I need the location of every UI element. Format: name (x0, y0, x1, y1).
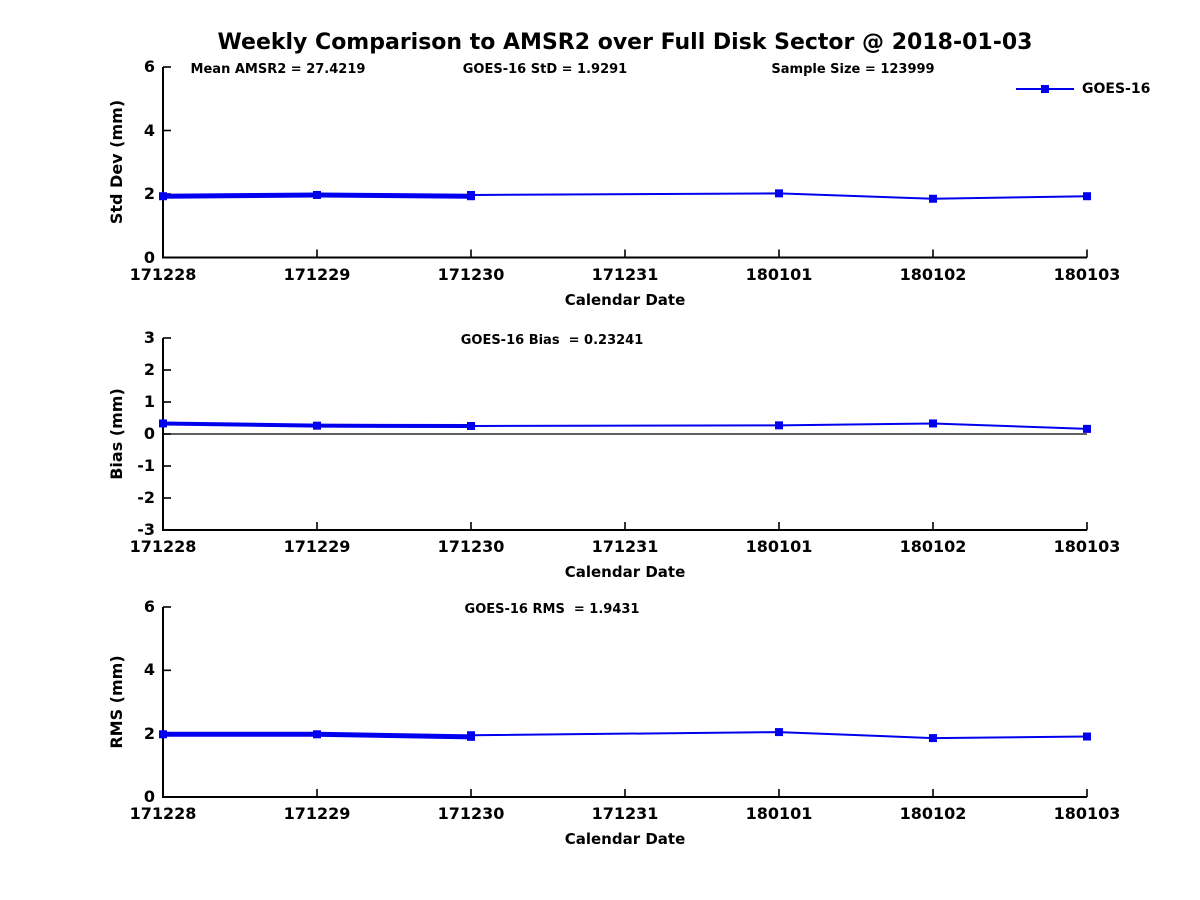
y-tick-label-2: 2 (143, 723, 155, 743)
x-tick-label-171228: 171228 (129, 804, 197, 823)
subplot-std-dev-axes (159, 66, 1091, 259)
x-tick-label-180103: 180103 (1053, 264, 1121, 284)
data-point-marker (1083, 732, 1091, 741)
data-point-marker (1083, 424, 1091, 433)
y-axis-label-bias: Bias (mm) (107, 388, 126, 480)
x-tick-label-180103: 180103 (1053, 537, 1121, 556)
data-point-marker (313, 421, 321, 430)
x-tick-label-171229: 171229 (283, 264, 351, 284)
x-axis-label-std-dev: Calendar Date (564, 290, 686, 309)
y-tick-label-0: 0 (143, 247, 155, 267)
y-tick-label-4: 4 (143, 120, 155, 140)
y-tick-label-4: 4 (143, 660, 155, 680)
x-tick-label-180101: 180101 (745, 264, 813, 284)
data-point-marker (467, 422, 475, 430)
x-tick-label-171230: 171230 (437, 804, 505, 823)
x-tick-label-171229: 171229 (283, 537, 351, 556)
subplot-std-dev-annotation-2: Sample Size = 123999 (771, 62, 935, 77)
subplot-std-dev-annotation-0: Mean AMSR2 = 27.4219 (190, 62, 366, 77)
y-tick-label--2: -2 (137, 488, 155, 507)
y-axis-label-rms: RMS (mm) (107, 655, 126, 749)
legend-marker-icon (1041, 85, 1049, 93)
data-point-marker (775, 421, 783, 430)
x-tick-label-171231: 171231 (591, 537, 659, 556)
x-tick-label-171231: 171231 (591, 804, 659, 823)
x-tick-label-171228: 171228 (129, 537, 197, 556)
x-tick-label-180101: 180101 (745, 804, 813, 823)
x-tick-label-180102: 180102 (899, 537, 967, 556)
data-point-marker (1083, 192, 1091, 201)
series-line (470, 422, 1088, 430)
data-point-marker (467, 190, 475, 199)
subplot-rms-axes (159, 606, 1091, 798)
y-tick-label-2: 2 (143, 184, 155, 203)
y-tick-label-2: 2 (143, 360, 155, 379)
subplot-bias-axes (159, 337, 1091, 531)
y-axis-label-std-dev: Std Dev (mm) (107, 100, 126, 225)
subplot-bias-annotation-0: GOES-16 Bias = 0.23241 (460, 333, 644, 348)
legend-label: GOES-16 (1082, 81, 1151, 97)
data-point-marker (775, 189, 783, 198)
x-tick-label-171230: 171230 (437, 537, 505, 556)
x-tick-label-171229: 171229 (283, 804, 351, 823)
y-tick-label-1: 1 (143, 392, 155, 411)
series-line (470, 192, 1088, 200)
data-point-marker (467, 731, 475, 740)
subplot-rms-annotation-0: GOES-16 RMS = 1.9431 (464, 602, 640, 617)
y-tick-label-3: 3 (143, 328, 155, 347)
y-tick-label-0: 0 (143, 787, 155, 806)
subplot-std-dev-annotation-1: GOES-16 StD = 1.9291 (462, 62, 628, 77)
x-axis-label-bias: Calendar Date (564, 563, 686, 581)
y-tick-label--3: -3 (137, 520, 155, 539)
legend-swatch (1016, 85, 1074, 93)
x-tick-label-171231: 171231 (591, 264, 659, 284)
y-tick-label-0: 0 (143, 424, 155, 443)
x-tick-label-171230: 171230 (437, 264, 505, 284)
data-point-marker (929, 734, 937, 743)
series-line (470, 731, 1088, 740)
x-tick-label-171228: 171228 (129, 264, 197, 284)
data-point-marker (929, 194, 937, 203)
x-tick-label-180102: 180102 (899, 264, 967, 284)
x-tick-label-180101: 180101 (745, 537, 813, 556)
data-point-marker (159, 419, 167, 428)
data-point-marker (775, 728, 783, 737)
data-point-marker (313, 730, 321, 739)
x-tick-label-180102: 180102 (899, 804, 967, 823)
data-point-marker (159, 730, 167, 739)
x-tick-label-180103: 180103 (1053, 804, 1121, 823)
figure-title: Weekly Comparison to AMSR2 over Full Dis… (217, 30, 1033, 55)
y-tick-label-6: 6 (143, 597, 155, 616)
y-tick-label--1: -1 (137, 456, 155, 475)
data-point-marker (313, 190, 321, 199)
data-point-marker (929, 419, 937, 428)
data-point-marker (159, 192, 167, 201)
x-axis-label-rms: Calendar Date (564, 830, 686, 848)
y-tick-label-6: 6 (143, 57, 155, 76)
